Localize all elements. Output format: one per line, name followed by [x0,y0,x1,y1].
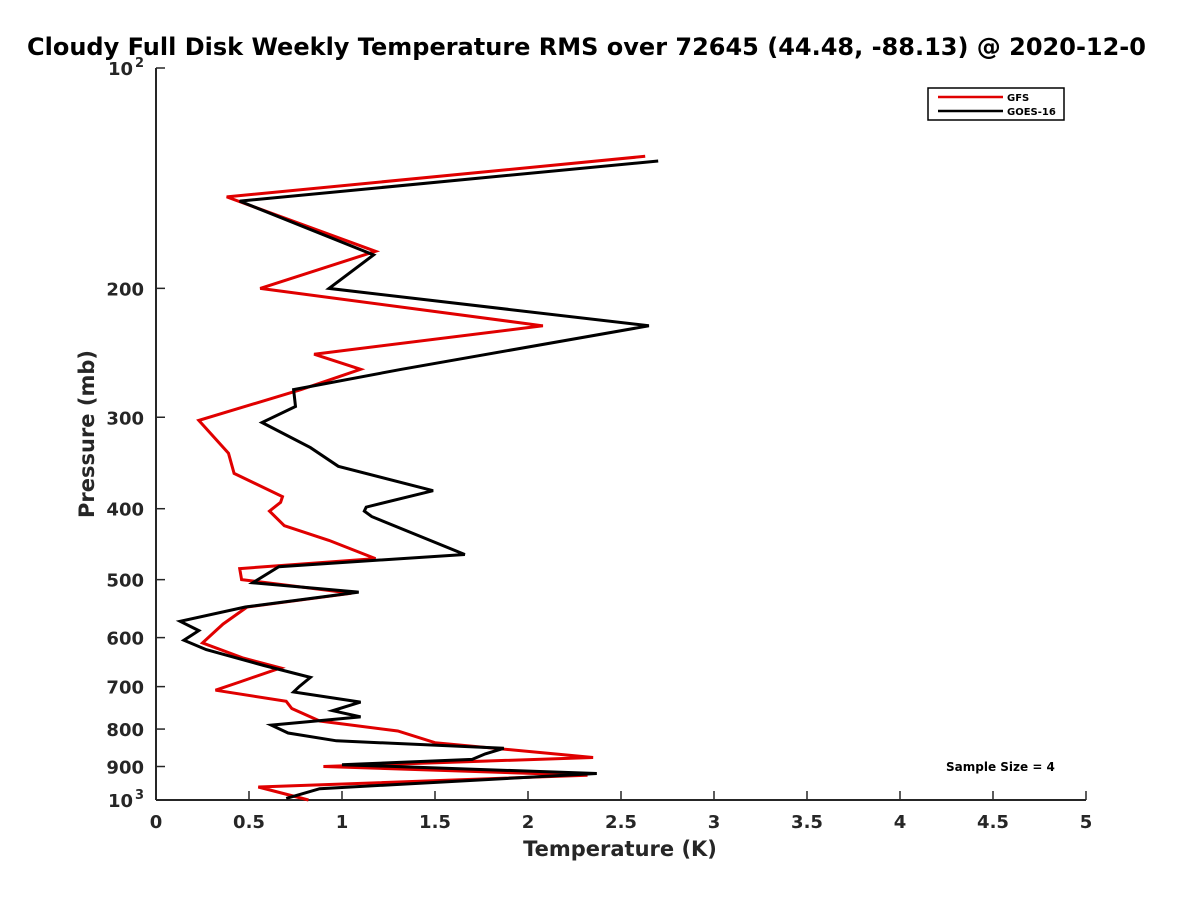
x-tick-label: 1.5 [419,812,451,833]
x-tick-label: 5 [1080,812,1093,833]
series-lines [175,154,659,802]
y-tick-exponent: 3 [135,788,144,803]
y-tick-label: 500 [106,571,144,592]
x-tick-label: 1 [336,812,349,833]
y-tick-label: 800 [106,720,144,741]
y-tick-label: 10 [108,791,133,812]
legend-label-goes16: GOES-16 [1007,107,1056,118]
series-line-gfs [196,154,646,802]
y-tick-label: 400 [106,500,144,521]
sample-size-annotation: Sample Size = 4 [946,760,1055,774]
x-ticks: 0 0.5 1 1.5 2 2.5 3 3.5 4 4.5 5 [150,791,1093,833]
legend: GFS GOES-16 [927,87,1065,121]
x-tick-label: 0.5 [233,812,265,833]
y-tick-label: 300 [106,408,144,429]
y-tick-label: 200 [106,279,144,300]
x-tick-label: 2 [522,812,535,833]
plot-area: 0 0.5 1 1.5 2 2.5 3 3.5 4 4.5 5 10 2200300400500600… [106,56,1092,833]
x-tick-label: 2.5 [605,812,637,833]
x-tick-label: 4.5 [977,812,1009,833]
series-line-goes-16 [175,159,659,800]
x-tick-label: 3 [708,812,721,833]
y-tick-label: 600 [106,629,144,650]
legend-label-gfs: GFS [1007,93,1029,104]
chart-title: Cloudy Full Disk Weekly Temperature RMS … [27,33,1146,61]
x-tick-label: 4 [894,812,907,833]
y-tick-label: 10 [108,59,133,80]
y-tick-label: 900 [106,758,144,779]
y-axis-label: Pressure (mb) [75,350,99,518]
x-tick-label: 0 [150,812,163,833]
legend-box [927,87,1065,121]
y-tick-label: 700 [106,678,144,699]
x-axis-label: Temperature (K) [523,837,717,861]
x-tick-label: 3.5 [791,812,823,833]
y-tick-exponent: 2 [135,56,144,71]
